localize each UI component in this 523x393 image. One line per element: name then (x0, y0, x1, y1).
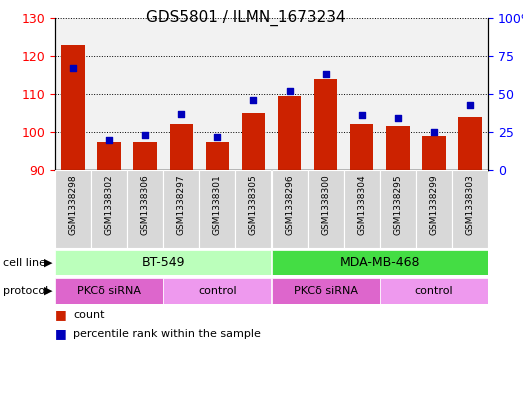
Bar (163, 170, 199, 248)
Point (322, 71, 330, 77)
Text: GSM1338306: GSM1338306 (141, 174, 150, 235)
Text: GDS5801 / ILMN_1673234: GDS5801 / ILMN_1673234 (146, 10, 346, 26)
Text: ▶: ▶ (44, 257, 53, 268)
Text: control: control (198, 286, 237, 296)
Bar (242, 113, 265, 170)
Point (141, 132, 150, 138)
Bar (271, 250, 488, 275)
Point (105, 136, 113, 143)
Bar (422, 136, 446, 170)
Text: count: count (73, 310, 105, 320)
Text: percentile rank within the sample: percentile rank within the sample (73, 329, 261, 339)
Text: GSM1338295: GSM1338295 (393, 174, 402, 235)
Bar (61, 44, 85, 170)
Bar (271, 170, 308, 248)
Text: ■: ■ (55, 327, 67, 340)
Text: cell line: cell line (3, 257, 46, 268)
Bar (380, 170, 416, 248)
Text: GSM1338302: GSM1338302 (105, 174, 113, 235)
Point (466, 101, 474, 108)
Bar (308, 170, 344, 248)
Text: GSM1338301: GSM1338301 (213, 174, 222, 235)
Text: GSM1338303: GSM1338303 (465, 174, 474, 235)
Text: ▶: ▶ (44, 286, 53, 296)
Bar (380, 278, 488, 304)
Text: ■: ■ (55, 309, 67, 321)
Text: GSM1338304: GSM1338304 (357, 174, 366, 235)
Text: GSM1338296: GSM1338296 (285, 174, 294, 235)
Bar (235, 170, 271, 248)
Bar (133, 141, 157, 170)
Text: GSM1338305: GSM1338305 (249, 174, 258, 235)
Bar (55, 170, 91, 248)
Text: protocol: protocol (3, 286, 48, 296)
Bar (458, 117, 482, 170)
Point (286, 88, 294, 94)
Text: GSM1338298: GSM1338298 (69, 174, 77, 235)
Bar (206, 141, 229, 170)
Bar (55, 250, 271, 275)
Point (213, 133, 222, 140)
Text: PKCδ siRNA: PKCδ siRNA (293, 286, 358, 296)
Bar (169, 125, 193, 170)
Text: PKCδ siRNA: PKCδ siRNA (77, 286, 141, 296)
Bar (314, 79, 337, 170)
Bar (350, 125, 373, 170)
Bar (452, 170, 488, 248)
Bar (91, 170, 127, 248)
Bar (278, 96, 301, 170)
Point (358, 112, 366, 118)
Bar (386, 126, 410, 170)
Bar (55, 278, 163, 304)
Text: BT-549: BT-549 (142, 256, 185, 269)
Bar (199, 170, 235, 248)
Bar (271, 278, 380, 304)
Text: GSM1338297: GSM1338297 (177, 174, 186, 235)
Point (430, 129, 438, 135)
Text: GSM1338299: GSM1338299 (429, 174, 438, 235)
Bar (127, 170, 163, 248)
Point (177, 110, 186, 117)
Point (249, 97, 258, 103)
Bar (97, 141, 121, 170)
Bar (163, 278, 271, 304)
Point (394, 115, 402, 121)
Bar (416, 170, 452, 248)
Bar (344, 170, 380, 248)
Text: MDA-MB-468: MDA-MB-468 (339, 256, 420, 269)
Text: control: control (415, 286, 453, 296)
Text: GSM1338300: GSM1338300 (321, 174, 330, 235)
Point (69, 65, 77, 71)
